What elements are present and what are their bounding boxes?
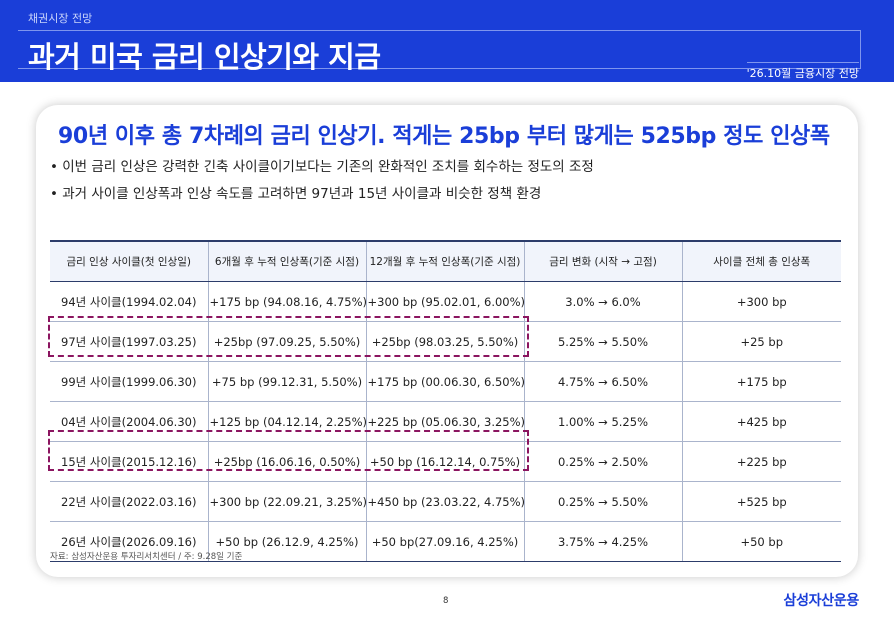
table-row: 04년 사이클(2004.06.30) +125 bp (04.12.14, 2… xyxy=(50,401,841,442)
col-header-6m: 6개월 후 누적 인상폭(기준 시점) xyxy=(207,240,366,282)
cell-rate-change: 5.25% → 5.50% xyxy=(523,321,682,362)
cell-6m: +175 bp (94.08.16, 4.75%) xyxy=(207,281,367,322)
brand-logo: 삼성자산운용 xyxy=(783,593,860,609)
cell-cycle: 26년 사이클(2026.09.16) xyxy=(50,521,208,562)
headline: 90년 이후 총 7차례의 금리 인상기. 적게는 25bp 부터 많게는 52… xyxy=(58,124,830,149)
cell-6m: +25bp (16.06.16, 0.50%) xyxy=(207,441,366,482)
cell-total: +525 bp xyxy=(681,481,841,522)
cell-rate-change: 0.25% → 2.50% xyxy=(523,441,682,482)
highlight-box-97-cycle xyxy=(48,316,529,357)
table-row: 15년 사이클(2015.12.16) +25bp (16.06.16, 0.5… xyxy=(50,441,841,482)
header-bar: 채권시장 전망 과거 미국 금리 인상기와 지금 '26.10월 금융시장 전망 xyxy=(0,0,894,82)
table-row: 94년 사이클(1994.02.04) +175 bp (94.08.16, 4… xyxy=(50,281,841,322)
cell-total: +50 bp xyxy=(681,521,841,562)
cell-12m: +175 bp (00.06.30, 6.50%) xyxy=(365,361,525,402)
page-title: 과거 미국 금리 인상기와 지금 xyxy=(28,40,381,74)
cell-6m: +125 bp (04.12.14, 2.25%) xyxy=(207,401,367,442)
cell-total: +300 bp xyxy=(681,281,841,322)
cell-rate-change: 1.00% → 5.25% xyxy=(523,401,682,442)
col-header-cycle: 금리 인상 사이클(첫 인상일) xyxy=(50,240,208,282)
rate-hike-table: 금리 인상 사이클(첫 인상일) 6개월 후 누적 인상폭(기준 시점) 12개… xyxy=(50,240,841,562)
report-tag: '26.10월 금융시장 전망 xyxy=(746,62,859,81)
cell-cycle: 22년 사이클(2022.03.16) xyxy=(50,481,208,522)
cell-12m: +50 bp (16.12.14, 0.75%) xyxy=(365,441,524,482)
header-frame xyxy=(18,30,861,69)
cell-total: +425 bp xyxy=(681,401,841,442)
cell-6m: +75 bp (99.12.31, 5.50%) xyxy=(207,361,366,402)
cell-cycle: 15년 사이클(2015.12.16) xyxy=(50,441,208,482)
section-label: 채권시장 전망 xyxy=(28,12,93,25)
col-header-12m: 12개월 후 누적 인상폭(기준 시점) xyxy=(365,240,524,282)
cell-rate-change: 0.25% → 5.50% xyxy=(523,481,682,522)
cell-6m: +300 bp (22.09.21, 3.25%) xyxy=(207,481,367,522)
bullet-2: • 과거 사이클 인상폭과 인상 속도를 고려하면 97년과 15년 사이클과 … xyxy=(50,186,542,202)
table-row: 22년 사이클(2022.03.16) +300 bp (22.09.21, 3… xyxy=(50,481,841,522)
highlight-box-15-cycle xyxy=(48,430,529,471)
page-number: 8 xyxy=(443,596,449,606)
cell-12m: +300 bp (95.02.01, 6.00%) xyxy=(365,281,525,322)
cell-rate-change: 3.75% → 4.25% xyxy=(523,521,682,562)
cell-rate-change: 3.0% → 6.0% xyxy=(523,281,682,322)
cell-cycle: 04년 사이클(2004.06.30) xyxy=(50,401,208,442)
source-note: 자료: 삼성자산운용 투자리서치센터 / 주: 9.28일 기준 xyxy=(50,552,243,562)
cell-rate-change: 4.75% → 6.50% xyxy=(523,361,682,402)
cell-6m: +50 bp (26.12.9, 4.25%) xyxy=(207,521,366,562)
col-header-total: 사이클 전체 총 인상폭 xyxy=(681,240,841,282)
cell-12m: +225 bp (05.06.30, 3.25%) xyxy=(365,401,525,442)
cell-total: +175 bp xyxy=(681,361,841,402)
bullet-1: • 이번 금리 인상은 강력한 긴축 사이클이기보다는 기존의 완화적인 조치를… xyxy=(50,159,594,175)
cell-12m: +450 bp (23.03.22, 4.75%) xyxy=(365,481,525,522)
cell-cycle: 94년 사이클(1994.02.04) xyxy=(50,281,208,322)
cell-total: +225 bp xyxy=(681,441,841,482)
cell-total: +25 bp xyxy=(681,321,841,362)
cell-cycle: 99년 사이클(1999.06.30) xyxy=(50,361,208,402)
table-row: 26년 사이클(2026.09.16) +50 bp (26.12.9, 4.2… xyxy=(50,521,841,562)
table-header-row: 금리 인상 사이클(첫 인상일) 6개월 후 누적 인상폭(기준 시점) 12개… xyxy=(50,240,841,282)
table-row: 99년 사이클(1999.06.30) +75 bp (99.12.31, 5.… xyxy=(50,361,841,402)
cell-12m: +50 bp(27.09.16, 4.25%) xyxy=(365,521,524,562)
col-header-rate-change: 금리 변화 (시작 → 고점) xyxy=(523,240,682,282)
